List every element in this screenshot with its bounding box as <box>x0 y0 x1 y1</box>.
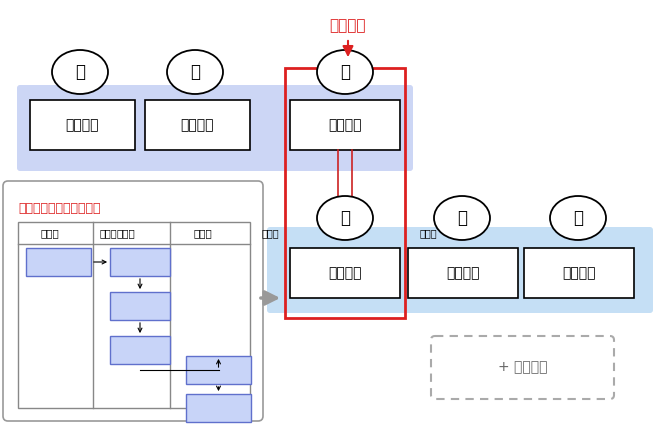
Ellipse shape <box>167 50 223 94</box>
Text: 中: 中 <box>190 63 200 81</box>
Text: 基本処理: 基本処理 <box>562 266 596 280</box>
Ellipse shape <box>52 50 108 94</box>
Ellipse shape <box>434 196 490 240</box>
Text: 担当３: 担当３ <box>419 228 437 238</box>
FancyBboxPatch shape <box>431 336 614 399</box>
Bar <box>186 356 251 384</box>
Bar <box>110 292 170 320</box>
FancyBboxPatch shape <box>267 227 653 313</box>
Bar <box>18 222 250 408</box>
Text: 担当１: 担当１ <box>41 228 59 238</box>
Bar <box>186 394 251 422</box>
Text: ここが軸: ここが軸 <box>330 18 367 33</box>
Text: 業務区分: 業務区分 <box>181 118 214 132</box>
Text: 作業項目: 作業項目 <box>446 266 480 280</box>
Ellipse shape <box>550 196 606 240</box>
FancyBboxPatch shape <box>17 85 413 171</box>
Bar <box>145 100 250 150</box>
Bar <box>408 248 518 298</box>
Text: 業務項目: 業務項目 <box>328 118 362 132</box>
Text: 事業区分: 事業区分 <box>66 118 99 132</box>
Ellipse shape <box>317 196 373 240</box>
Text: 業務項目: 業務項目 <box>328 266 362 280</box>
Bar <box>290 248 400 298</box>
Text: 小: 小 <box>573 209 583 227</box>
Bar <box>285 68 405 318</box>
Bar <box>30 100 135 150</box>
Bar <box>110 248 170 276</box>
Text: 小: 小 <box>340 63 350 81</box>
Bar <box>110 336 170 364</box>
Text: 大: 大 <box>340 209 350 227</box>
FancyBboxPatch shape <box>3 181 263 421</box>
Bar <box>26 248 91 276</box>
Text: + 補助区分: + 補助区分 <box>498 360 547 374</box>
Text: 担当３: 担当３ <box>194 228 212 238</box>
Text: 大: 大 <box>75 63 85 81</box>
Text: 担当１: 担当１ <box>99 228 117 238</box>
Bar <box>524 248 634 298</box>
Ellipse shape <box>317 50 373 94</box>
Text: 担当２: 担当２ <box>117 228 135 238</box>
Bar <box>290 100 400 150</box>
Text: 中: 中 <box>457 209 467 227</box>
Text: 複数の担当者がかかわる: 複数の担当者がかかわる <box>18 202 100 215</box>
Text: 担当２: 担当２ <box>261 228 279 238</box>
